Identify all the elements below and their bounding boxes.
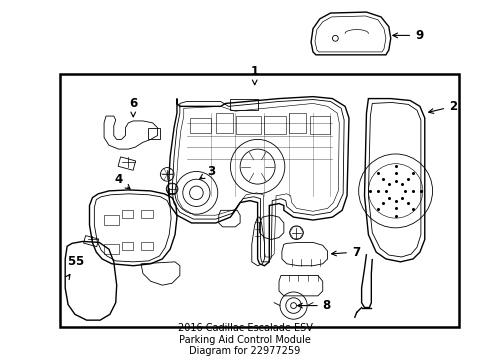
Text: 3: 3 xyxy=(199,165,215,179)
Bar xyxy=(104,215,119,225)
Bar xyxy=(141,242,152,250)
Text: 4: 4 xyxy=(114,173,130,189)
Bar xyxy=(236,116,260,134)
Text: 8: 8 xyxy=(297,299,330,312)
Text: 2016 Cadillac Escalade ESV
Parking Aid Control Module
Diagram for 22977259: 2016 Cadillac Escalade ESV Parking Aid C… xyxy=(177,323,312,356)
Bar xyxy=(141,210,152,218)
Bar xyxy=(309,116,329,134)
Bar xyxy=(264,116,285,134)
Bar xyxy=(122,210,133,218)
Bar xyxy=(83,235,99,247)
Text: 9: 9 xyxy=(392,29,423,42)
Text: 7: 7 xyxy=(331,246,359,258)
Bar xyxy=(230,99,257,110)
Text: 2: 2 xyxy=(428,100,456,113)
Bar xyxy=(147,128,160,139)
Bar xyxy=(118,157,135,170)
Text: 1: 1 xyxy=(250,65,258,85)
Text: 5: 5 xyxy=(65,255,83,280)
Bar xyxy=(60,74,458,327)
Text: 5: 5 xyxy=(67,255,75,268)
Text: 6: 6 xyxy=(129,97,137,117)
Bar xyxy=(189,118,210,132)
Bar xyxy=(104,244,119,254)
Bar xyxy=(215,113,233,132)
Bar xyxy=(288,113,305,132)
Bar xyxy=(122,242,133,250)
